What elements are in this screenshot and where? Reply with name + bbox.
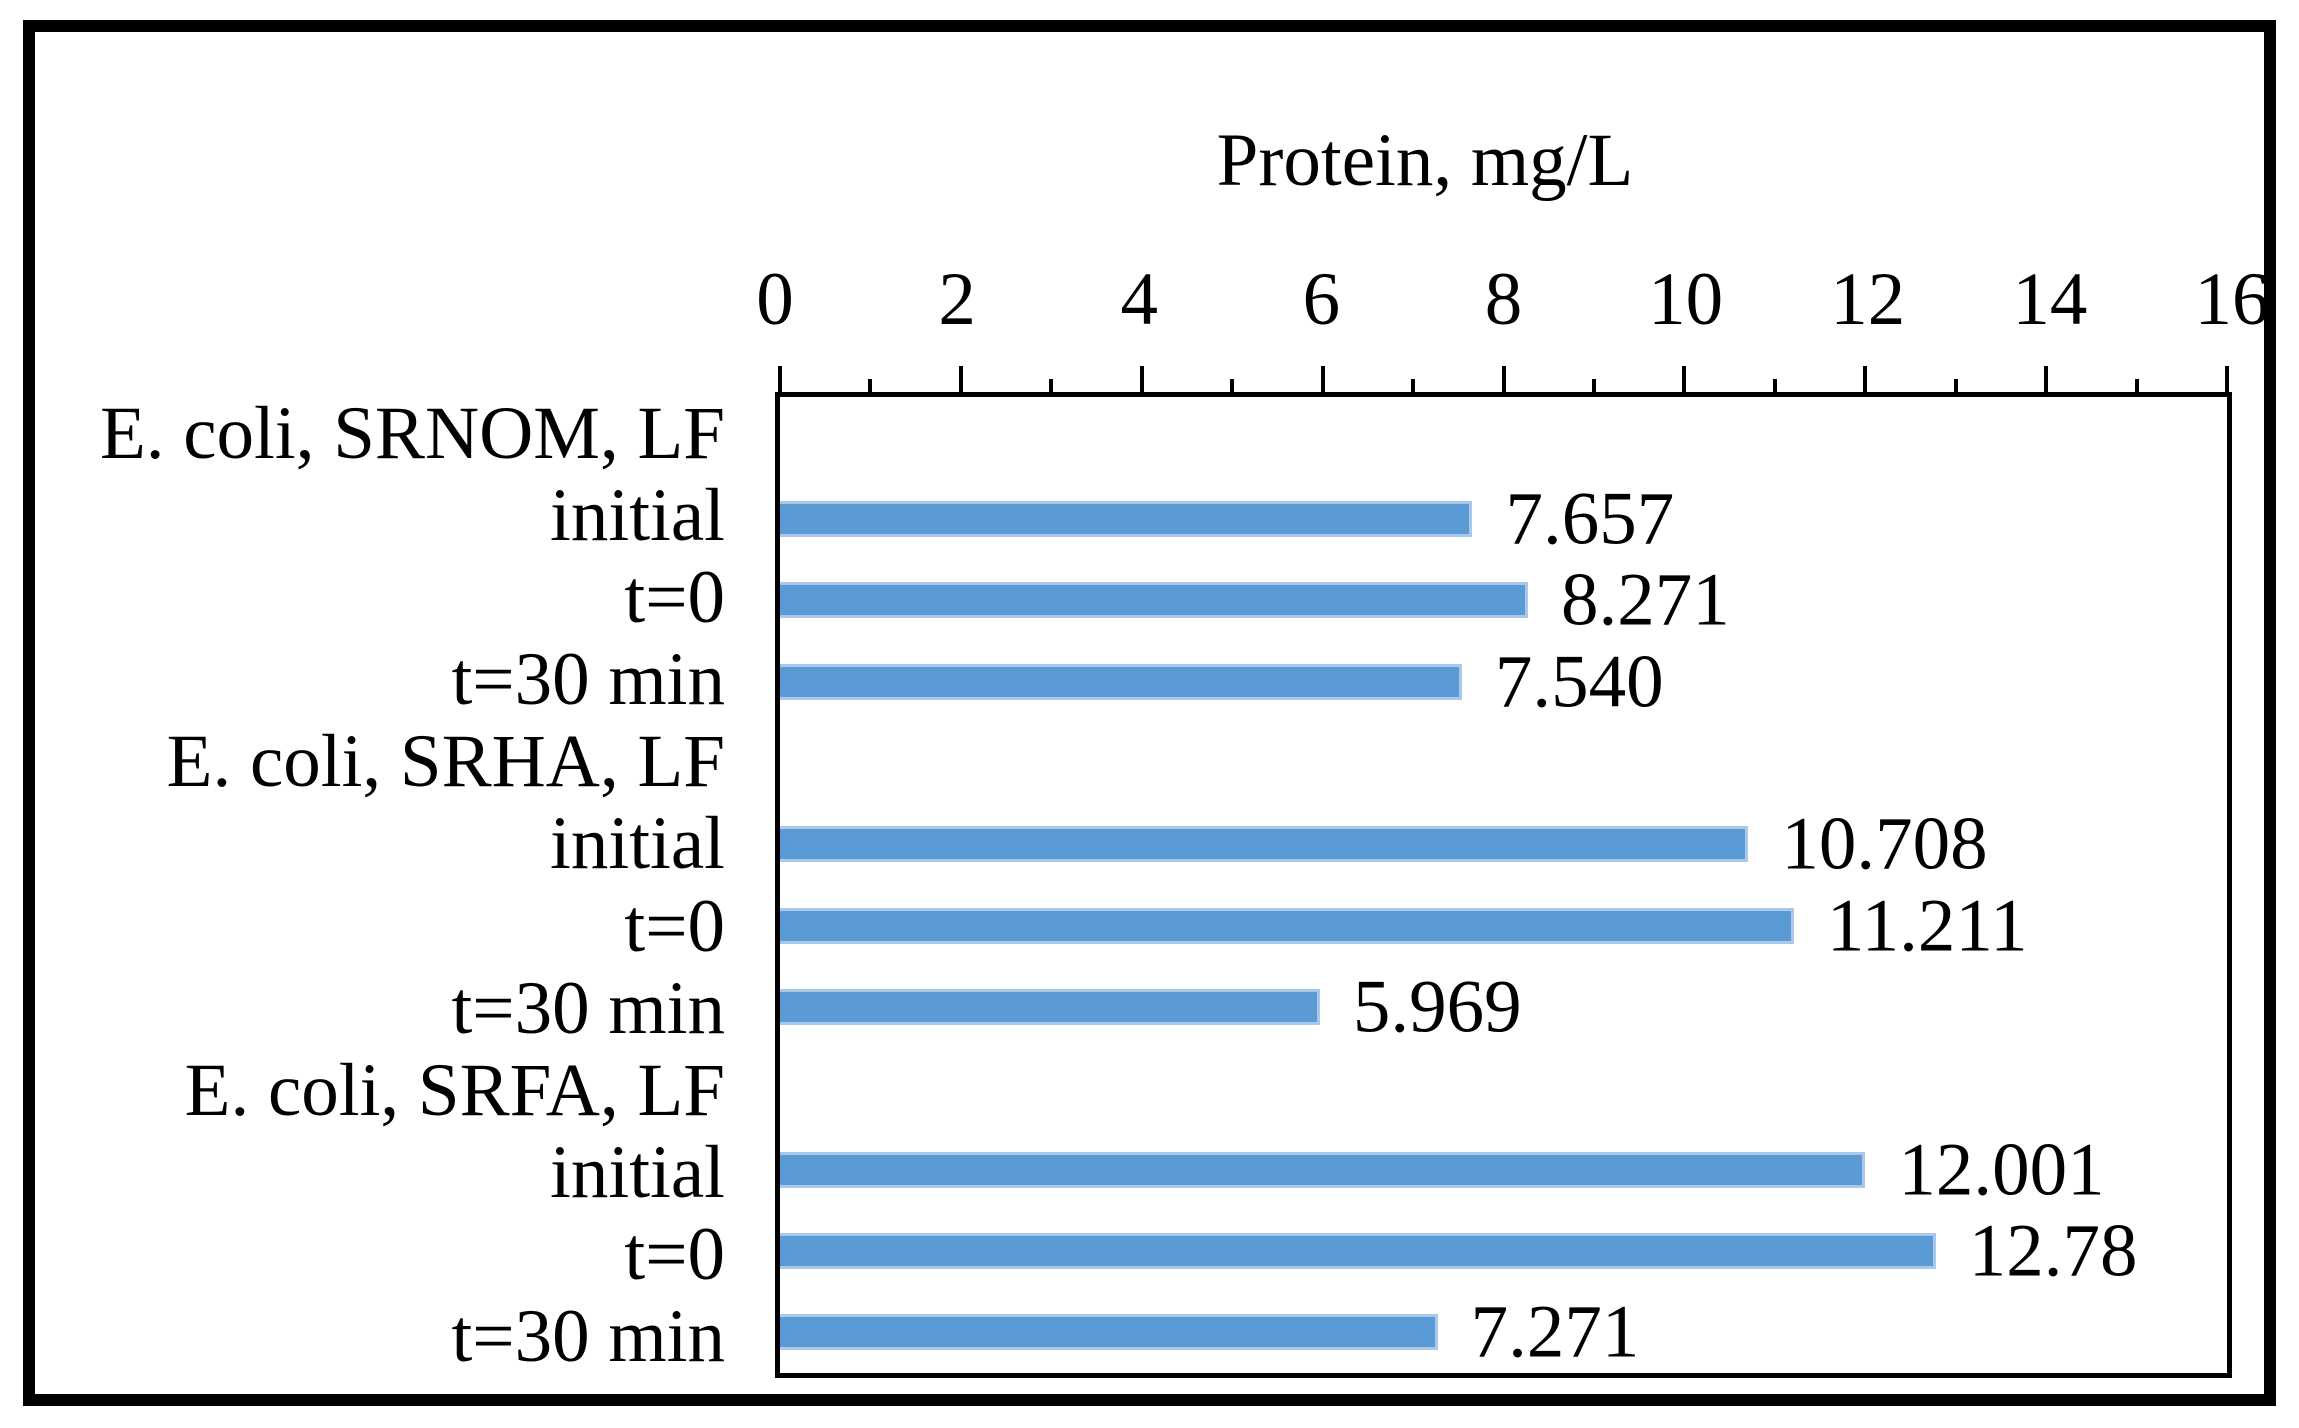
x-axis-tick-labels: 0 2 4 6 8 10 12 14 16 — [756, 258, 2269, 341]
x-axis-major-tick — [1320, 366, 1325, 393]
x-axis-minor-tick — [868, 379, 873, 393]
x-axis-minor-tick — [1230, 379, 1235, 393]
bar-value-label: 7.657 — [1505, 477, 1675, 561]
x-axis-minor-tick — [2134, 379, 2139, 393]
x-axis-tick-label: 6 — [1302, 258, 1341, 341]
x-axis-major-tick — [778, 366, 782, 393]
x-axis-minor-tick — [1049, 379, 1054, 393]
bar-row: 5.969 — [780, 966, 2227, 1047]
category-label: initial — [550, 802, 725, 886]
bar-row: 7.657 — [780, 478, 2227, 559]
category-label: t=0 — [624, 884, 725, 968]
bar — [780, 826, 1749, 863]
bar-row — [780, 1048, 2227, 1129]
bar — [780, 1151, 1866, 1188]
bar — [780, 582, 1528, 619]
x-axis-tick-label: 10 — [1648, 258, 1724, 341]
x-axis-major-tick — [1682, 366, 1687, 393]
bar — [780, 907, 1794, 944]
x-axis-minor-tick — [1591, 379, 1596, 393]
x-axis-major-tick — [1501, 366, 1506, 393]
category-label: t=0 — [624, 1213, 725, 1297]
bar-value-label: 7.271 — [1470, 1290, 1640, 1374]
category-label: t=0 — [624, 555, 725, 639]
bar-row — [780, 722, 2227, 803]
bar-row: 7.540 — [780, 641, 2227, 722]
group-label: E. coli, SRFA, LF — [184, 1048, 725, 1132]
x-axis-tick-label: 16 — [2194, 258, 2270, 341]
bar — [780, 988, 1320, 1025]
category-label: t=30 min — [451, 966, 725, 1050]
bar-row: 11.211 — [780, 885, 2227, 966]
bar-value-label: 12.78 — [1968, 1209, 2138, 1293]
bar — [780, 1232, 1936, 1269]
x-axis-tick-label: 12 — [1830, 258, 1906, 341]
bar-row: 8.271 — [780, 560, 2227, 641]
bar — [780, 500, 1473, 537]
bar-row: 7.271 — [780, 1292, 2227, 1373]
bar-value-label: 5.969 — [1352, 965, 1522, 1049]
x-axis-major-tick — [1139, 366, 1144, 393]
category-label: initial — [550, 473, 725, 557]
x-axis-tick-label: 8 — [1484, 258, 1523, 341]
bar — [780, 663, 1462, 700]
x-axis-major-tick — [958, 366, 963, 393]
category-label: t=30 min — [451, 1295, 725, 1379]
chart-border-frame: Protein, mg/L 0 2 4 6 8 10 12 14 16 E. coli, SRN… — [23, 20, 2276, 1406]
plot-area: 7.657 8.271 7.540 10.708 11.211 5.969 12.001 12… — [775, 366, 2232, 1378]
x-axis-tick-label: 2 — [938, 258, 976, 341]
group-label: E. coli, SRHA, LF — [166, 720, 725, 804]
x-axis-major-tick — [1863, 366, 1868, 393]
category-label: t=30 min — [451, 638, 725, 722]
bar-row: 10.708 — [780, 804, 2227, 885]
bar-row — [780, 397, 2227, 478]
x-axis-minor-tick — [1411, 379, 1416, 393]
bar-row: 12.001 — [780, 1129, 2227, 1210]
y-axis-category-labels: E. coli, SRNOM, LF initial t=0 t=30 min E. c… — [35, 392, 725, 1378]
chart-title: Protein, mg/L — [1216, 119, 1634, 202]
bar-value-label: 12.001 — [1898, 1128, 2105, 1212]
x-axis-major-tick — [2225, 366, 2229, 393]
bar — [780, 1314, 1438, 1351]
bar-row: 12.78 — [780, 1210, 2227, 1291]
x-axis-minor-tick — [1953, 379, 1958, 393]
x-axis-minor-tick — [1772, 379, 1777, 393]
bar-value-label: 7.540 — [1494, 640, 1664, 724]
bar-value-label: 10.708 — [1781, 802, 1988, 886]
x-axis-tick-label: 14 — [2012, 258, 2088, 341]
bar-value-label: 8.271 — [1561, 558, 1730, 642]
bar-value-label: 11.211 — [1826, 884, 2028, 968]
category-label: initial — [550, 1131, 725, 1215]
group-label: E. coli, SRNOM, LF — [99, 391, 725, 475]
x-axis-tick-label: 0 — [756, 258, 794, 341]
x-axis-major-tick — [2044, 366, 2049, 393]
x-axis-tick-label: 4 — [1120, 258, 1159, 341]
